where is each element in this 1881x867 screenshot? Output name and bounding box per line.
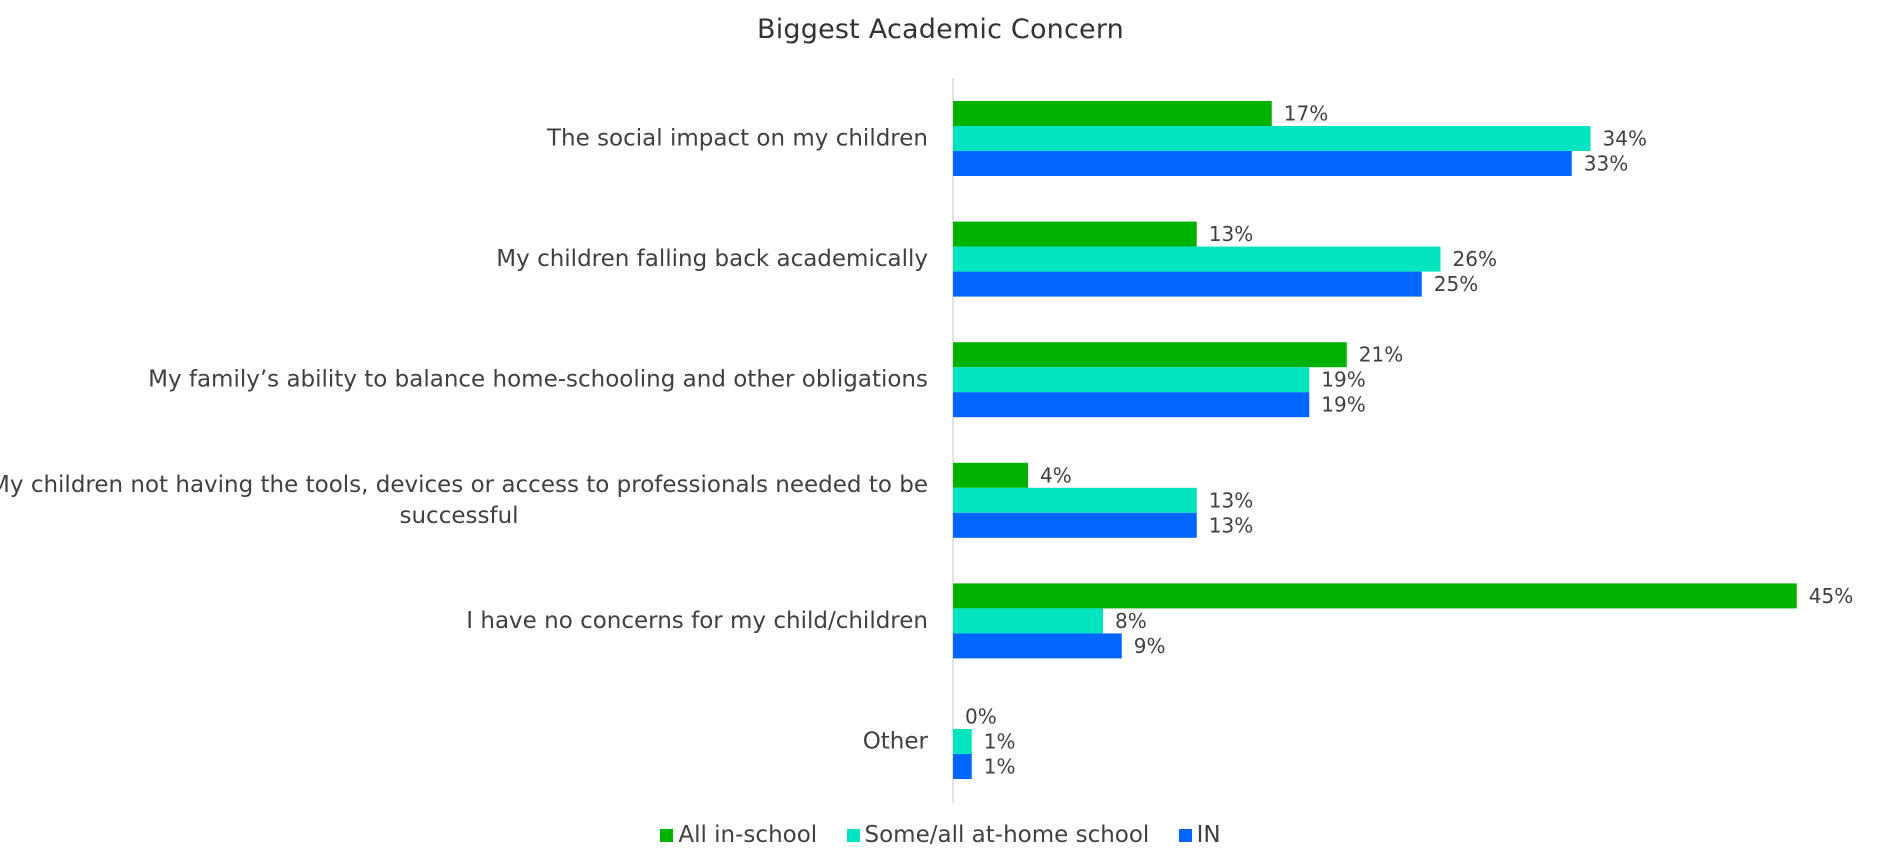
data-label: 0% [965, 705, 997, 729]
legend-item-in: IN [1178, 822, 1221, 848]
category-label: Other [863, 729, 929, 755]
data-label: 25% [1434, 272, 1478, 296]
bar-in-my-children-not-having-the-tools-devices-or-access-to-professionals-needed-to-be-successful [953, 512, 1197, 538]
bars-layer [953, 101, 1797, 779]
data-label: 34% [1603, 127, 1647, 151]
bar-all-in-school-the-social-impact-on-my-children [953, 101, 1272, 126]
bar-all-in-school-i-have-no-concerns-for-my-child-children [953, 583, 1797, 609]
data-label: 13% [1209, 488, 1253, 512]
data-label: 19% [1321, 368, 1365, 392]
legend-swatch-in [1178, 829, 1192, 842]
data-label: 8% [1115, 609, 1147, 633]
legend-label-some-all-at-home-school: Some/all at-home school [864, 822, 1150, 848]
data-labels-layer: 17%34%33%13%26%25%21%19%19%4%13%13%45%8%… [965, 102, 1853, 779]
bar-in-my-children-falling-back-academically [953, 271, 1422, 297]
bar-some-all-at-home-school-my-children-not-having-the-tools-devices-or-access-to-professionals-needed-to-be-successful [953, 487, 1197, 513]
category-labels-layer: The social impact on my children My child… [0, 126, 929, 755]
data-label: 13% [1209, 222, 1253, 246]
bar-all-in-school-my-family-s-ability-to-balance-home-schooling-and-other-obligations [953, 342, 1347, 368]
bar-some-all-at-home-school-the-social-impact-on-my-children [953, 126, 1591, 151]
category-label: My family’s ability to balance home-scho… [148, 367, 928, 393]
data-label: 1% [984, 730, 1016, 754]
data-label: 21% [1359, 343, 1403, 367]
category-label: The social impact on my children [546, 126, 928, 152]
bar-in-i-have-no-concerns-for-my-child-children [953, 633, 1122, 659]
data-label: 13% [1209, 513, 1253, 537]
bar-in-the-social-impact-on-my-children [953, 151, 1572, 176]
legend-label-in: IN [1196, 822, 1221, 848]
data-label: 26% [1453, 247, 1497, 271]
data-label: 4% [1040, 463, 1072, 487]
bar-all-in-school-my-children-falling-back-academically [953, 221, 1197, 247]
bar-some-all-at-home-school-my-children-falling-back-academically [953, 246, 1441, 272]
category-label: My children not having the tools, device… [0, 472, 928, 498]
bar-some-all-at-home-school-other [953, 729, 972, 754]
bar-in-other [953, 754, 972, 779]
data-label: 1% [984, 755, 1016, 779]
data-label: 9% [1134, 634, 1166, 658]
legend-swatch-all-in-school [660, 829, 674, 842]
category-label: successful [400, 503, 519, 529]
legend: All in-school Some/all at-home school IN [0, 822, 1881, 848]
category-label: My children falling back academically [496, 246, 928, 272]
bar-all-in-school-my-children-not-having-the-tools-devices-or-access-to-professionals-needed-to-be-successful [953, 462, 1028, 488]
data-label: 33% [1584, 152, 1628, 176]
bar-some-all-at-home-school-my-family-s-ability-to-balance-home-schooling-and-other-obligations [953, 367, 1310, 393]
legend-item-some-all-at-home-school: Some/all at-home school [846, 822, 1150, 848]
data-label: 17% [1284, 102, 1328, 126]
bar-some-all-at-home-school-i-have-no-concerns-for-my-child-children [953, 608, 1103, 634]
legend-item-all-in-school: All in-school [660, 822, 817, 848]
legend-label-all-in-school: All in-school [678, 822, 818, 848]
legend-swatch-some-all-at-home-school [846, 829, 860, 842]
data-label: 45% [1809, 584, 1853, 608]
data-label: 19% [1321, 393, 1365, 417]
chart-title: Biggest Academic Concern [757, 14, 1124, 45]
bar-in-my-family-s-ability-to-balance-home-schooling-and-other-obligations [953, 392, 1310, 418]
category-label: I have no concerns for my child/children [466, 608, 928, 634]
